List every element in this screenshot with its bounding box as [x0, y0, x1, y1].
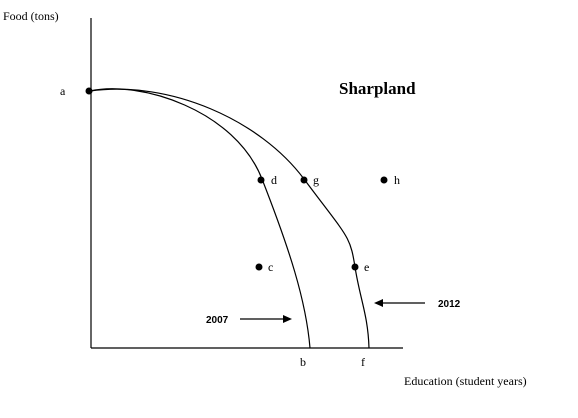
- x-axis-label: Education (student years): [404, 374, 527, 388]
- curve-2012-label: 2012: [438, 299, 461, 310]
- point-a-label: a: [60, 84, 66, 98]
- point-f-label: f: [361, 355, 365, 369]
- point-d-marker: [257, 176, 265, 184]
- point-g-label: g: [313, 173, 319, 187]
- point-c-label: c: [268, 260, 273, 274]
- point-c-marker: [255, 263, 263, 271]
- curve-2012-arrowhead: [374, 299, 383, 307]
- point-a-marker: [85, 87, 93, 95]
- ppf-curve-2007: [89, 88, 311, 349]
- figure-title: Sharpland: [339, 79, 416, 98]
- curve-2007-arrowhead: [283, 315, 292, 323]
- point-d-label: d: [271, 173, 277, 187]
- point-g-marker: [300, 176, 308, 184]
- point-e-marker: [351, 263, 359, 271]
- curve-2007-label: 2007: [206, 315, 229, 326]
- y-axis-label: Food (tons): [3, 9, 59, 23]
- point-h-marker: [380, 176, 388, 184]
- point-h-label: h: [394, 173, 400, 187]
- point-b-label: b: [300, 355, 306, 369]
- point-e-label: e: [364, 260, 369, 274]
- ppf-curve-2012: [89, 88, 370, 349]
